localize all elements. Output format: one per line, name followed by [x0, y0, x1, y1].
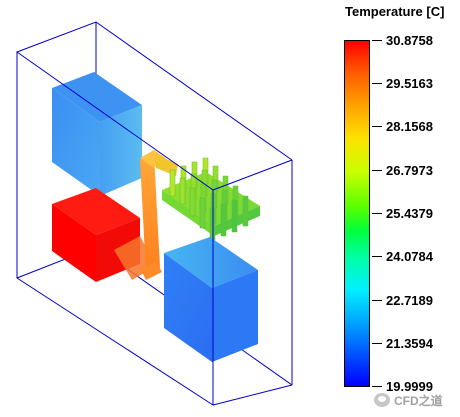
3d-scene-viewport[interactable] — [0, 0, 340, 417]
tick-mark — [372, 40, 382, 41]
legend-title: Temperature [C] — [345, 4, 445, 19]
top-left-block-side-face — [100, 105, 142, 196]
heat-pipe[interactable] — [114, 150, 178, 280]
tick-mark — [372, 300, 382, 301]
tick-label: 24.0784 — [386, 249, 433, 264]
tick-label: 28.1568 — [386, 119, 433, 134]
tick-label-min: 19.9999 — [386, 379, 433, 394]
bottom-right-block-top-face — [164, 237, 258, 288]
bottom-left-block-front-face — [52, 204, 96, 282]
enclosure-front-edges — [16, 51, 293, 406]
top-left-component-block[interactable] — [52, 72, 142, 196]
wechat-icon — [374, 393, 390, 407]
heat-pipe-top-bend — [140, 150, 166, 168]
tick-mark — [372, 126, 382, 127]
tick-label: 22.7189 — [386, 293, 433, 308]
top-left-block-front-face — [52, 88, 100, 196]
tick-mark — [372, 386, 382, 387]
watermark-text: CFD之道 — [394, 393, 443, 408]
tick-mark — [372, 170, 382, 171]
heat-pipe-vertical — [140, 154, 160, 274]
watermark: CFD之道 — [374, 388, 443, 412]
tick-mark — [372, 343, 382, 344]
tick-mark — [372, 213, 382, 214]
bottom-left-block-top-face — [52, 188, 140, 235]
tick-label: 21.3594 — [386, 336, 433, 351]
tick-label-max: 30.8758 — [386, 33, 433, 48]
heat-sink[interactable] — [162, 157, 260, 241]
tick-label: 26.7973 — [386, 163, 433, 178]
tick-label: 25.4379 — [386, 206, 433, 221]
tick-label: 29.5163 — [386, 76, 433, 91]
heat-pipe-bottom-bend — [140, 262, 162, 280]
bottom-right-component-block[interactable] — [164, 237, 258, 362]
tick-mark — [372, 256, 382, 257]
top-left-block-top-face — [52, 72, 142, 122]
tick-mark — [372, 83, 382, 84]
bottom-right-block-side-face — [212, 270, 258, 362]
temperature-colorbar — [344, 40, 370, 387]
bottom-right-block-front-face — [164, 253, 212, 362]
